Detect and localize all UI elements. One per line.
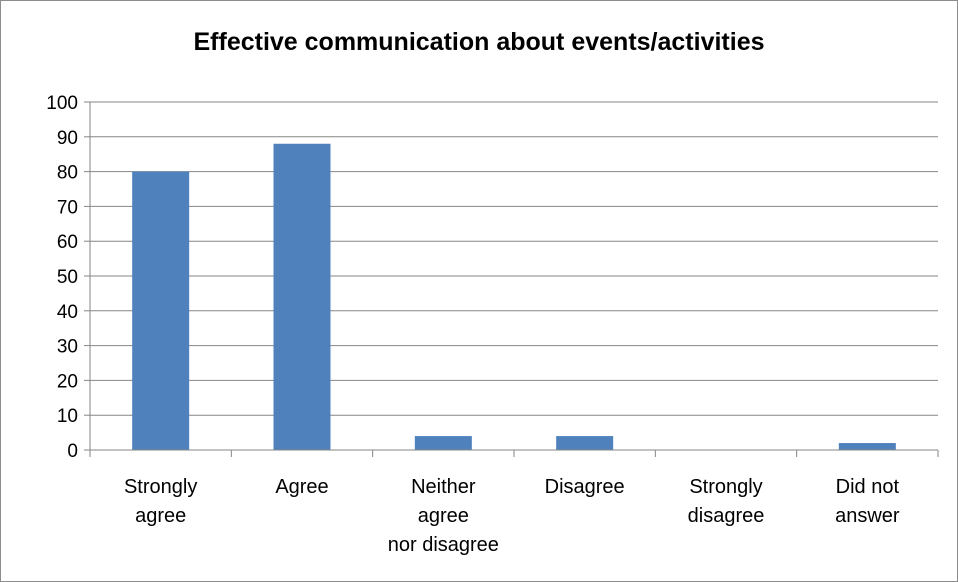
bars	[132, 143, 896, 450]
y-tick-label: 60	[57, 232, 78, 253]
y-tick-label: 50	[57, 267, 78, 288]
x-category-label-line: agree	[418, 505, 469, 527]
x-category-label: Strongly agree	[124, 476, 197, 527]
x-axis: Strongly agree Agree Neither agree nor disagr…	[89, 449, 939, 556]
y-tick-label: 0	[67, 441, 78, 462]
chart-title: Effective communication about events/act…	[193, 28, 765, 56]
x-category-label-line: Disagree	[545, 476, 625, 498]
x-category-label-line: Agree	[275, 476, 328, 498]
x-category-label: Neither agree nor disagree	[388, 476, 499, 556]
y-tick-label: 40	[57, 302, 78, 323]
y-tick-label: 90	[57, 128, 78, 149]
x-category-label: Did not answer	[835, 476, 900, 527]
x-category-label-line: agree	[135, 505, 186, 527]
x-category-label-line: nor disagree	[388, 534, 499, 556]
y-tick-label: 30	[57, 337, 78, 358]
y-tick-label: 70	[57, 197, 78, 218]
gridlines	[90, 101, 938, 416]
bar	[556, 436, 614, 450]
bar	[132, 171, 190, 450]
y-tick-label: 80	[57, 163, 78, 184]
y-tick-label: 20	[57, 371, 78, 392]
x-category-label: Agree	[275, 476, 328, 498]
bar	[838, 443, 896, 450]
y-tick-label: 100	[46, 93, 78, 114]
x-category-label-line: Neither	[411, 476, 476, 498]
x-category-label: Strongly disagree	[688, 476, 765, 527]
y-axis: 0 10 20 30 40 50 60 70 80 90 100	[46, 93, 91, 462]
bar	[273, 143, 331, 450]
x-category-label-line: disagree	[688, 505, 765, 527]
x-category-label-line: Strongly	[124, 476, 197, 498]
x-category-label-line: Did not	[836, 476, 900, 498]
y-tick-label: 10	[57, 406, 78, 427]
bar	[414, 436, 472, 450]
x-category-label-line: Strongly	[689, 476, 762, 498]
x-category-label: Disagree	[545, 476, 625, 498]
x-category-label-line: answer	[835, 505, 900, 527]
